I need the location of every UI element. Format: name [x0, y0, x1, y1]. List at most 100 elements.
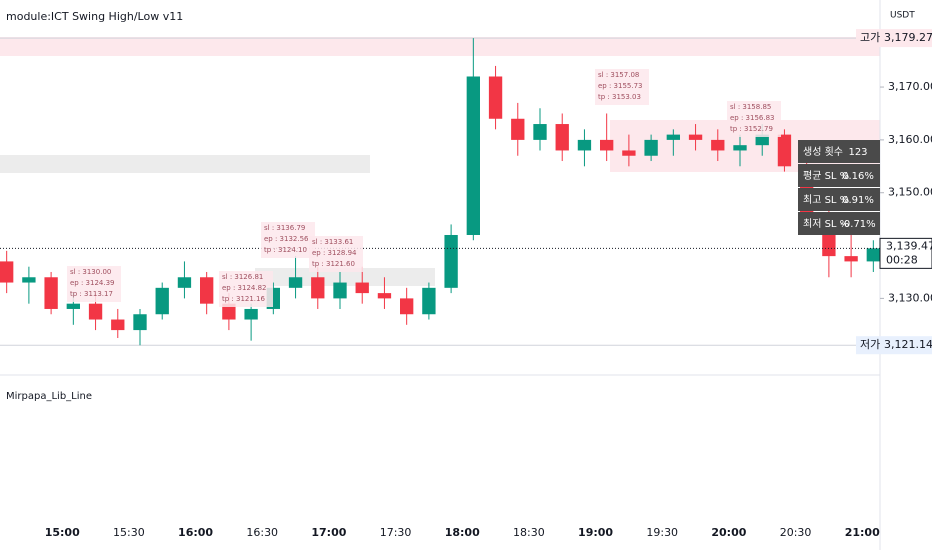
marker-label: 3,179.27: [884, 31, 932, 44]
x-tick-label: 15:00: [45, 526, 80, 539]
marker-bg: [856, 29, 932, 48]
annotation: tp : 3121.16: [222, 295, 265, 303]
candle-body: [66, 303, 80, 309]
table-text: 최저 SL %: [803, 218, 849, 230]
marker-name: 저가: [860, 338, 880, 351]
x-tick-label: 17:00: [311, 526, 346, 539]
annotation: ep : 3124.39: [70, 279, 115, 287]
candle-body: [377, 293, 392, 299]
candle-body: [866, 248, 880, 262]
candle-body: [511, 118, 525, 140]
candle-body: [844, 256, 858, 262]
annotation: sl : 3158.85: [730, 103, 771, 111]
candle-body: [44, 277, 58, 309]
x-tick-label: 15:30: [113, 526, 145, 539]
x-tick-label: 21:00: [845, 526, 880, 539]
candle-body: [333, 282, 347, 299]
x-tick-label: 19:00: [578, 526, 613, 539]
table-text: 최고 SL %: [803, 194, 849, 206]
candle-body: [422, 287, 436, 315]
y-tick-label: 3,130.00: [888, 291, 932, 304]
candle-body: [222, 303, 236, 320]
annotation: sl : 3136.79: [264, 224, 305, 232]
annotation: sl : 3157.08: [598, 71, 639, 79]
marker-label: 3,121.14: [884, 338, 932, 351]
grey-zone: [0, 155, 370, 173]
x-tick-label: 16:30: [246, 526, 278, 539]
high-zone: [0, 37, 880, 56]
table-cell: [798, 140, 880, 163]
candle-body: [22, 277, 36, 283]
candle-body: [733, 145, 747, 151]
annotation: sl : 3126.81: [222, 273, 263, 281]
candle-body: [288, 277, 303, 288]
currency: USDT: [890, 11, 915, 21]
annotation-bg: [309, 236, 363, 272]
annotation: ep : 3132.56: [264, 235, 309, 243]
candle-body: [200, 277, 214, 304]
candle-body: [577, 139, 592, 151]
annotation: tp : 3152.79: [730, 125, 773, 133]
candle-body: [355, 282, 369, 294]
annotation: tp : 3153.03: [598, 93, 641, 101]
candle-body: [600, 139, 614, 151]
table-cell: [798, 164, 880, 187]
annotation-bg: [219, 271, 273, 307]
y-tick-label: 3,150.00: [888, 186, 932, 199]
pane-title: Mirpapa_Lib_Line: [6, 391, 92, 402]
candle-body: [533, 124, 547, 140]
countdown: 00:28: [886, 253, 918, 266]
x-tick-label: 20:00: [711, 526, 746, 539]
table-text: 생성 횟수: [803, 146, 843, 158]
candle-body: [688, 134, 703, 140]
candle-body: [466, 76, 480, 235]
x-tick-label: 18:00: [445, 526, 480, 539]
table-text: 0.91%: [842, 195, 874, 206]
candle-body: [133, 314, 147, 331]
table-text: 평균 SL %: [803, 170, 849, 182]
annotation: tp : 3124.10: [264, 246, 307, 254]
table-text: 123: [848, 147, 867, 158]
y-tick-label: 3,170.00: [888, 80, 932, 93]
table-cell: [798, 212, 880, 235]
annotation: tp : 3113.17: [70, 290, 113, 298]
candle-body: [111, 319, 125, 331]
candle-body: [444, 234, 458, 288]
candle-body: [0, 261, 14, 283]
last-price-bg: [879, 237, 932, 269]
annotation: tp : 3121.60: [312, 260, 355, 268]
x-tick-label: 17:30: [380, 526, 412, 539]
candle-body: [177, 277, 192, 288]
annotation: ep : 3155.73: [598, 82, 643, 90]
candle-body: [155, 287, 169, 315]
annotation-bg: [595, 69, 649, 105]
x-tick-label: 16:00: [178, 526, 213, 539]
annotation-bg: [67, 266, 121, 302]
candle-body: [488, 76, 503, 119]
marker-name: 고가: [860, 31, 880, 44]
annotation-bg: [261, 222, 315, 258]
candle-body: [711, 139, 725, 151]
candle-body: [755, 134, 769, 146]
table-text: 0.16%: [842, 171, 874, 182]
candle-body: [88, 303, 103, 320]
last-price-label: 3,139.47: [886, 239, 932, 252]
x-tick-label: 19:30: [646, 526, 678, 539]
x-tick-label: 20:30: [780, 526, 812, 539]
candle-body: [622, 150, 636, 156]
annotation: sl : 3133.61: [312, 238, 353, 246]
table-text: -0.71%: [840, 219, 875, 230]
marker-bg: [856, 336, 932, 355]
annotation: ep : 3156.83: [730, 114, 775, 122]
candle-body: [244, 308, 258, 320]
candle-body: [644, 139, 658, 156]
y-tick-label: 3,160.00: [888, 133, 932, 146]
candle-body: [311, 277, 325, 299]
annotation: ep : 3124.82: [222, 284, 267, 292]
x-tick-label: 18:30: [513, 526, 545, 539]
candle-body: [400, 298, 414, 315]
annotation: sl : 3130.00: [70, 268, 111, 276]
candle-body: [666, 134, 680, 140]
